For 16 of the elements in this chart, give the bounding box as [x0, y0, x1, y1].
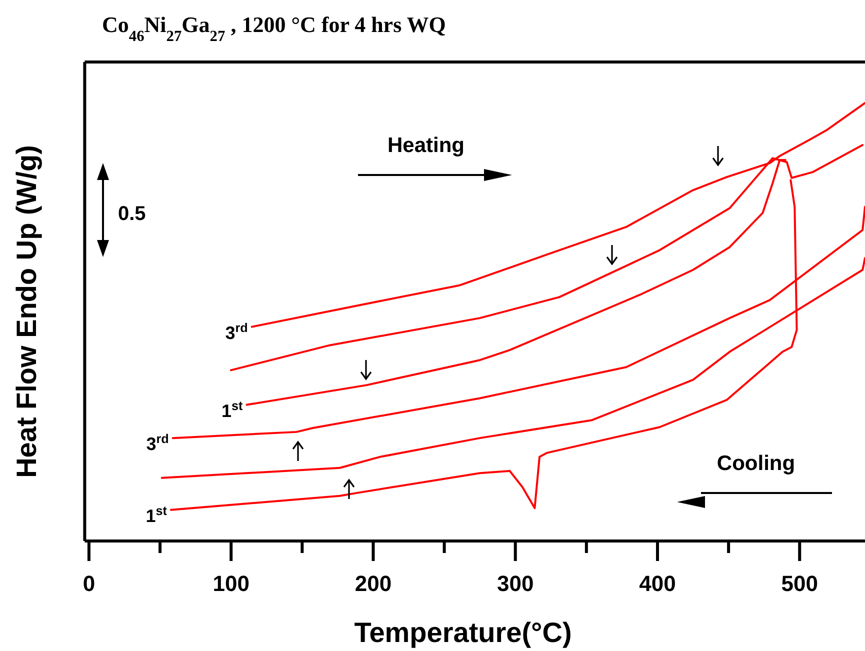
x-tick-label: 500: [781, 571, 818, 596]
annotation: 0.5: [118, 203, 146, 225]
series-label: 3$^{rd}$: [225, 320, 248, 343]
annotation: Cooling: [716, 452, 796, 475]
x-tick-label: 300: [497, 571, 534, 596]
x-tick-label: 200: [354, 571, 392, 596]
series-label: 1$^{st}$: [222, 398, 244, 421]
series-label: 1$^{st}$: [146, 504, 168, 526]
x-tick-label: 100: [212, 571, 250, 596]
x-tick-label: 0: [82, 571, 96, 596]
y-axis-title: Heat Flow Endo Up (W/g): [11, 145, 42, 478]
x-tick-label: 400: [639, 571, 676, 596]
series-label: 3$^{rd}$: [146, 432, 169, 454]
annotation: Heating: [387, 134, 465, 157]
chart-title: Co$_{46}$Ni$_{27}$Ga$_{27}$ , 1200 °C for 4 hrs WQ: [102, 12, 446, 44]
x-axis-title: Temperature(°C): [354, 617, 572, 648]
